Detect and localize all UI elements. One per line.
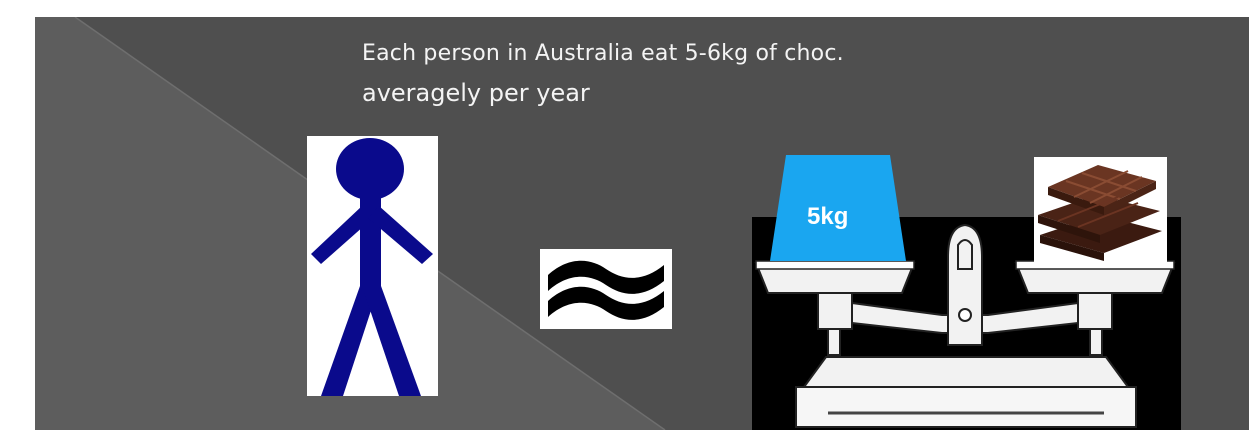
approximately-equal-sign <box>540 249 672 329</box>
chocolate-bars-icon <box>1034 157 1167 264</box>
stick-figure-icon <box>307 136 438 396</box>
weight-label: 5kg <box>807 197 857 261</box>
slide: Each person in Australia eat 5-6kg of ch… <box>35 17 1249 430</box>
chocolate-image <box>1034 157 1167 264</box>
slide-title-line-2: averagely per year <box>362 79 590 107</box>
slide-title-line-1: Each person in Australia eat 5-6kg of ch… <box>362 41 844 66</box>
approximately-equal-icon <box>540 249 672 329</box>
stick-figure-image <box>307 136 438 396</box>
